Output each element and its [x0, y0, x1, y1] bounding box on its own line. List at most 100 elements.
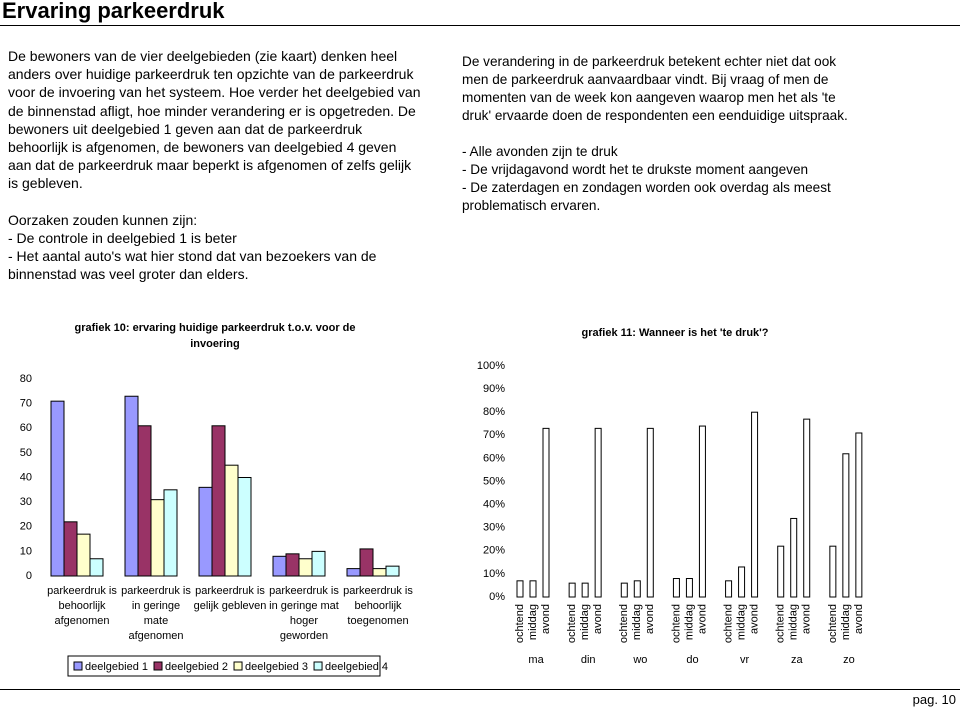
- y-tick-label: 0: [26, 570, 32, 582]
- x-tick-label: parkeerdruk is behoorlijk afgenomen: [47, 585, 117, 627]
- bar: [163, 489, 178, 577]
- bar: [516, 580, 524, 598]
- legend-swatch: [73, 661, 83, 671]
- paragraph: Oorzaken zouden kunnen zijn:: [8, 211, 198, 228]
- x-tick-label: za: [791, 654, 804, 666]
- chart-title: grafiek 10: ervaring huidige parkeerdruk…: [74, 322, 356, 350]
- y-tick-label: 50%: [483, 475, 505, 487]
- bar: [372, 568, 387, 577]
- bar-label: middag: [788, 604, 800, 640]
- bar: [137, 425, 152, 577]
- y-tick-label: 80: [20, 373, 32, 385]
- paragraph: - De controle in deelgebied 1 is beter: [8, 229, 237, 246]
- y-tick-label: 70: [20, 398, 32, 410]
- bar: [685, 578, 693, 598]
- bar-label: ochtend: [670, 604, 682, 643]
- x-tick-label: din: [581, 654, 596, 666]
- bar: [224, 464, 239, 577]
- bar: [529, 580, 537, 598]
- bar: [89, 558, 104, 577]
- bar: [568, 582, 576, 598]
- x-tick-label: zo: [843, 654, 855, 666]
- bar: [359, 548, 374, 577]
- bar-label: middag: [631, 604, 643, 640]
- bar: [672, 578, 680, 598]
- left-column: De bewoners van de vier deelgebieden (zi…: [8, 47, 422, 283]
- legend-swatch: [313, 661, 323, 671]
- bar: [646, 427, 654, 598]
- y-tick-label: 30: [20, 496, 32, 508]
- x-tick-label: parkeerdruk is behoorlijk toegenomen: [343, 585, 413, 627]
- y-tick-label: 80%: [483, 406, 505, 418]
- bar-label: avond: [748, 604, 760, 634]
- bar: [76, 533, 91, 577]
- bar: [594, 427, 602, 598]
- bar: [738, 566, 746, 598]
- bar-label: middag: [840, 604, 852, 640]
- x-tick-label: parkeerdruk is in geringe mate afgenomen: [121, 585, 191, 642]
- legend-label: deelgebied 1: [85, 661, 148, 673]
- bar-label: avond: [540, 604, 552, 634]
- bar-label: ochtend: [566, 604, 578, 643]
- right-column: De verandering in de parkeerdruk beteken…: [462, 53, 862, 215]
- bar-label: ochtend: [775, 604, 787, 643]
- bar: [346, 568, 361, 577]
- legend-label: deelgebied 4: [325, 661, 388, 673]
- bar: [751, 411, 759, 598]
- y-tick-label: 10: [20, 545, 32, 557]
- y-tick-label: 60: [20, 422, 32, 434]
- chart-title: grafiek 11: Wanneer is het 'te druk'?: [581, 327, 769, 339]
- bar: [855, 432, 863, 598]
- bar: [198, 486, 213, 577]
- bar-label: avond: [644, 604, 656, 634]
- bar: [311, 550, 326, 577]
- bar: [777, 545, 785, 598]
- bar: [150, 499, 165, 577]
- y-tick-label: 0%: [489, 591, 505, 603]
- bar: [803, 418, 811, 598]
- legend-swatch: [153, 661, 163, 671]
- paragraph: - De vrijdagavond wordt het te drukste m…: [462, 162, 809, 177]
- bar-label: middag: [735, 604, 747, 640]
- bar-label: ochtend: [514, 604, 526, 643]
- y-tick-label: 70%: [483, 429, 505, 441]
- bar: [542, 427, 550, 598]
- bar: [620, 582, 628, 598]
- y-tick-label: 20: [20, 521, 32, 533]
- bar: [63, 521, 78, 577]
- page-number: pag. 10: [912, 692, 956, 707]
- x-tick-label: ma: [528, 654, 544, 666]
- bar: [725, 580, 733, 598]
- y-tick-label: 40%: [483, 499, 505, 511]
- bar: [272, 555, 287, 577]
- bar-label: middag: [527, 604, 539, 640]
- legend-label: deelgebied 2: [165, 661, 228, 673]
- x-tick-label: do: [686, 654, 698, 666]
- bar: [298, 558, 313, 577]
- bar-label: ochtend: [827, 604, 839, 643]
- bar: [50, 400, 65, 577]
- paragraph: - De zaterdagen en zondagen worden ook o…: [462, 180, 831, 213]
- title-rule: [0, 25, 960, 26]
- bar: [842, 453, 850, 598]
- bar: [124, 395, 139, 577]
- y-tick-label: 90%: [483, 383, 505, 395]
- x-tick-label: vr: [740, 654, 750, 666]
- bar: [581, 582, 589, 598]
- bar-label: avond: [853, 604, 865, 634]
- bar: [385, 565, 400, 577]
- bar: [237, 477, 252, 577]
- y-tick-label: 40: [20, 471, 32, 483]
- y-tick-label: 30%: [483, 522, 505, 534]
- bar: [698, 425, 706, 598]
- bar-label: avond: [801, 604, 813, 634]
- bar-label: middag: [683, 604, 695, 640]
- y-tick-label: 10%: [483, 568, 505, 580]
- legend-swatch: [233, 661, 243, 671]
- paragraph: De verandering in de parkeerdruk beteken…: [462, 54, 848, 123]
- bar-label: avond: [592, 604, 604, 634]
- bar: [633, 580, 641, 598]
- footer-rule: [0, 689, 960, 690]
